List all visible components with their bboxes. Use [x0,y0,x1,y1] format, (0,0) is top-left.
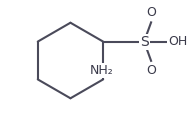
Text: O: O [146,6,156,19]
Text: O: O [146,64,156,77]
Text: OH: OH [169,35,188,48]
Text: S: S [140,35,148,49]
Text: NH₂: NH₂ [90,64,113,77]
